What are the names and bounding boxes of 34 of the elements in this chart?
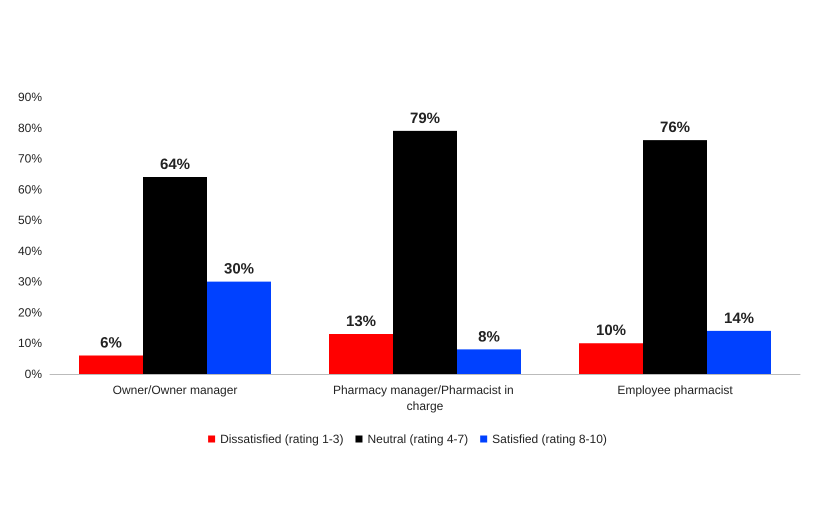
bar xyxy=(393,130,457,374)
legend-label: Neutral (rating 4-7) xyxy=(367,432,468,446)
y-tick-label: 60% xyxy=(18,182,42,196)
y-tick-label: 80% xyxy=(18,120,42,135)
data-label: 8% xyxy=(478,328,500,346)
data-label: 79% xyxy=(410,110,440,127)
bar xyxy=(457,349,521,374)
legend-label: Satisfied (rating 8-10) xyxy=(492,432,607,446)
data-label: 76% xyxy=(660,119,690,136)
y-tick-label: 30% xyxy=(18,274,42,289)
y-tick-label: 0% xyxy=(24,367,42,381)
y-tick-label: 10% xyxy=(18,336,42,350)
y-tick-label: 20% xyxy=(18,305,42,320)
x-tick-label: Employee pharmacist xyxy=(617,383,734,397)
bar xyxy=(329,334,393,374)
y-tick-label: 90% xyxy=(18,90,42,104)
data-label: 14% xyxy=(724,310,754,327)
data-label: 30% xyxy=(224,260,254,278)
bar xyxy=(143,177,207,374)
data-label: 6% xyxy=(100,334,122,352)
data-label: 13% xyxy=(346,312,376,330)
bar xyxy=(207,282,271,374)
bar xyxy=(707,330,771,374)
data-label: 10% xyxy=(596,322,626,340)
y-tick-label: 40% xyxy=(18,244,42,258)
legend-label: Dissatisfied (rating 1-3) xyxy=(220,432,344,446)
bar xyxy=(79,356,143,374)
x-tick-label: Owner/Owner manager xyxy=(112,383,238,397)
y-tick-label: 50% xyxy=(18,213,42,228)
x-tick-label: Pharmacy manager/Pharmacist in charge xyxy=(332,383,518,413)
y-tick-label: 70% xyxy=(18,152,42,166)
data-label: 64% xyxy=(160,156,190,174)
bar xyxy=(643,140,707,374)
bar xyxy=(579,343,643,374)
